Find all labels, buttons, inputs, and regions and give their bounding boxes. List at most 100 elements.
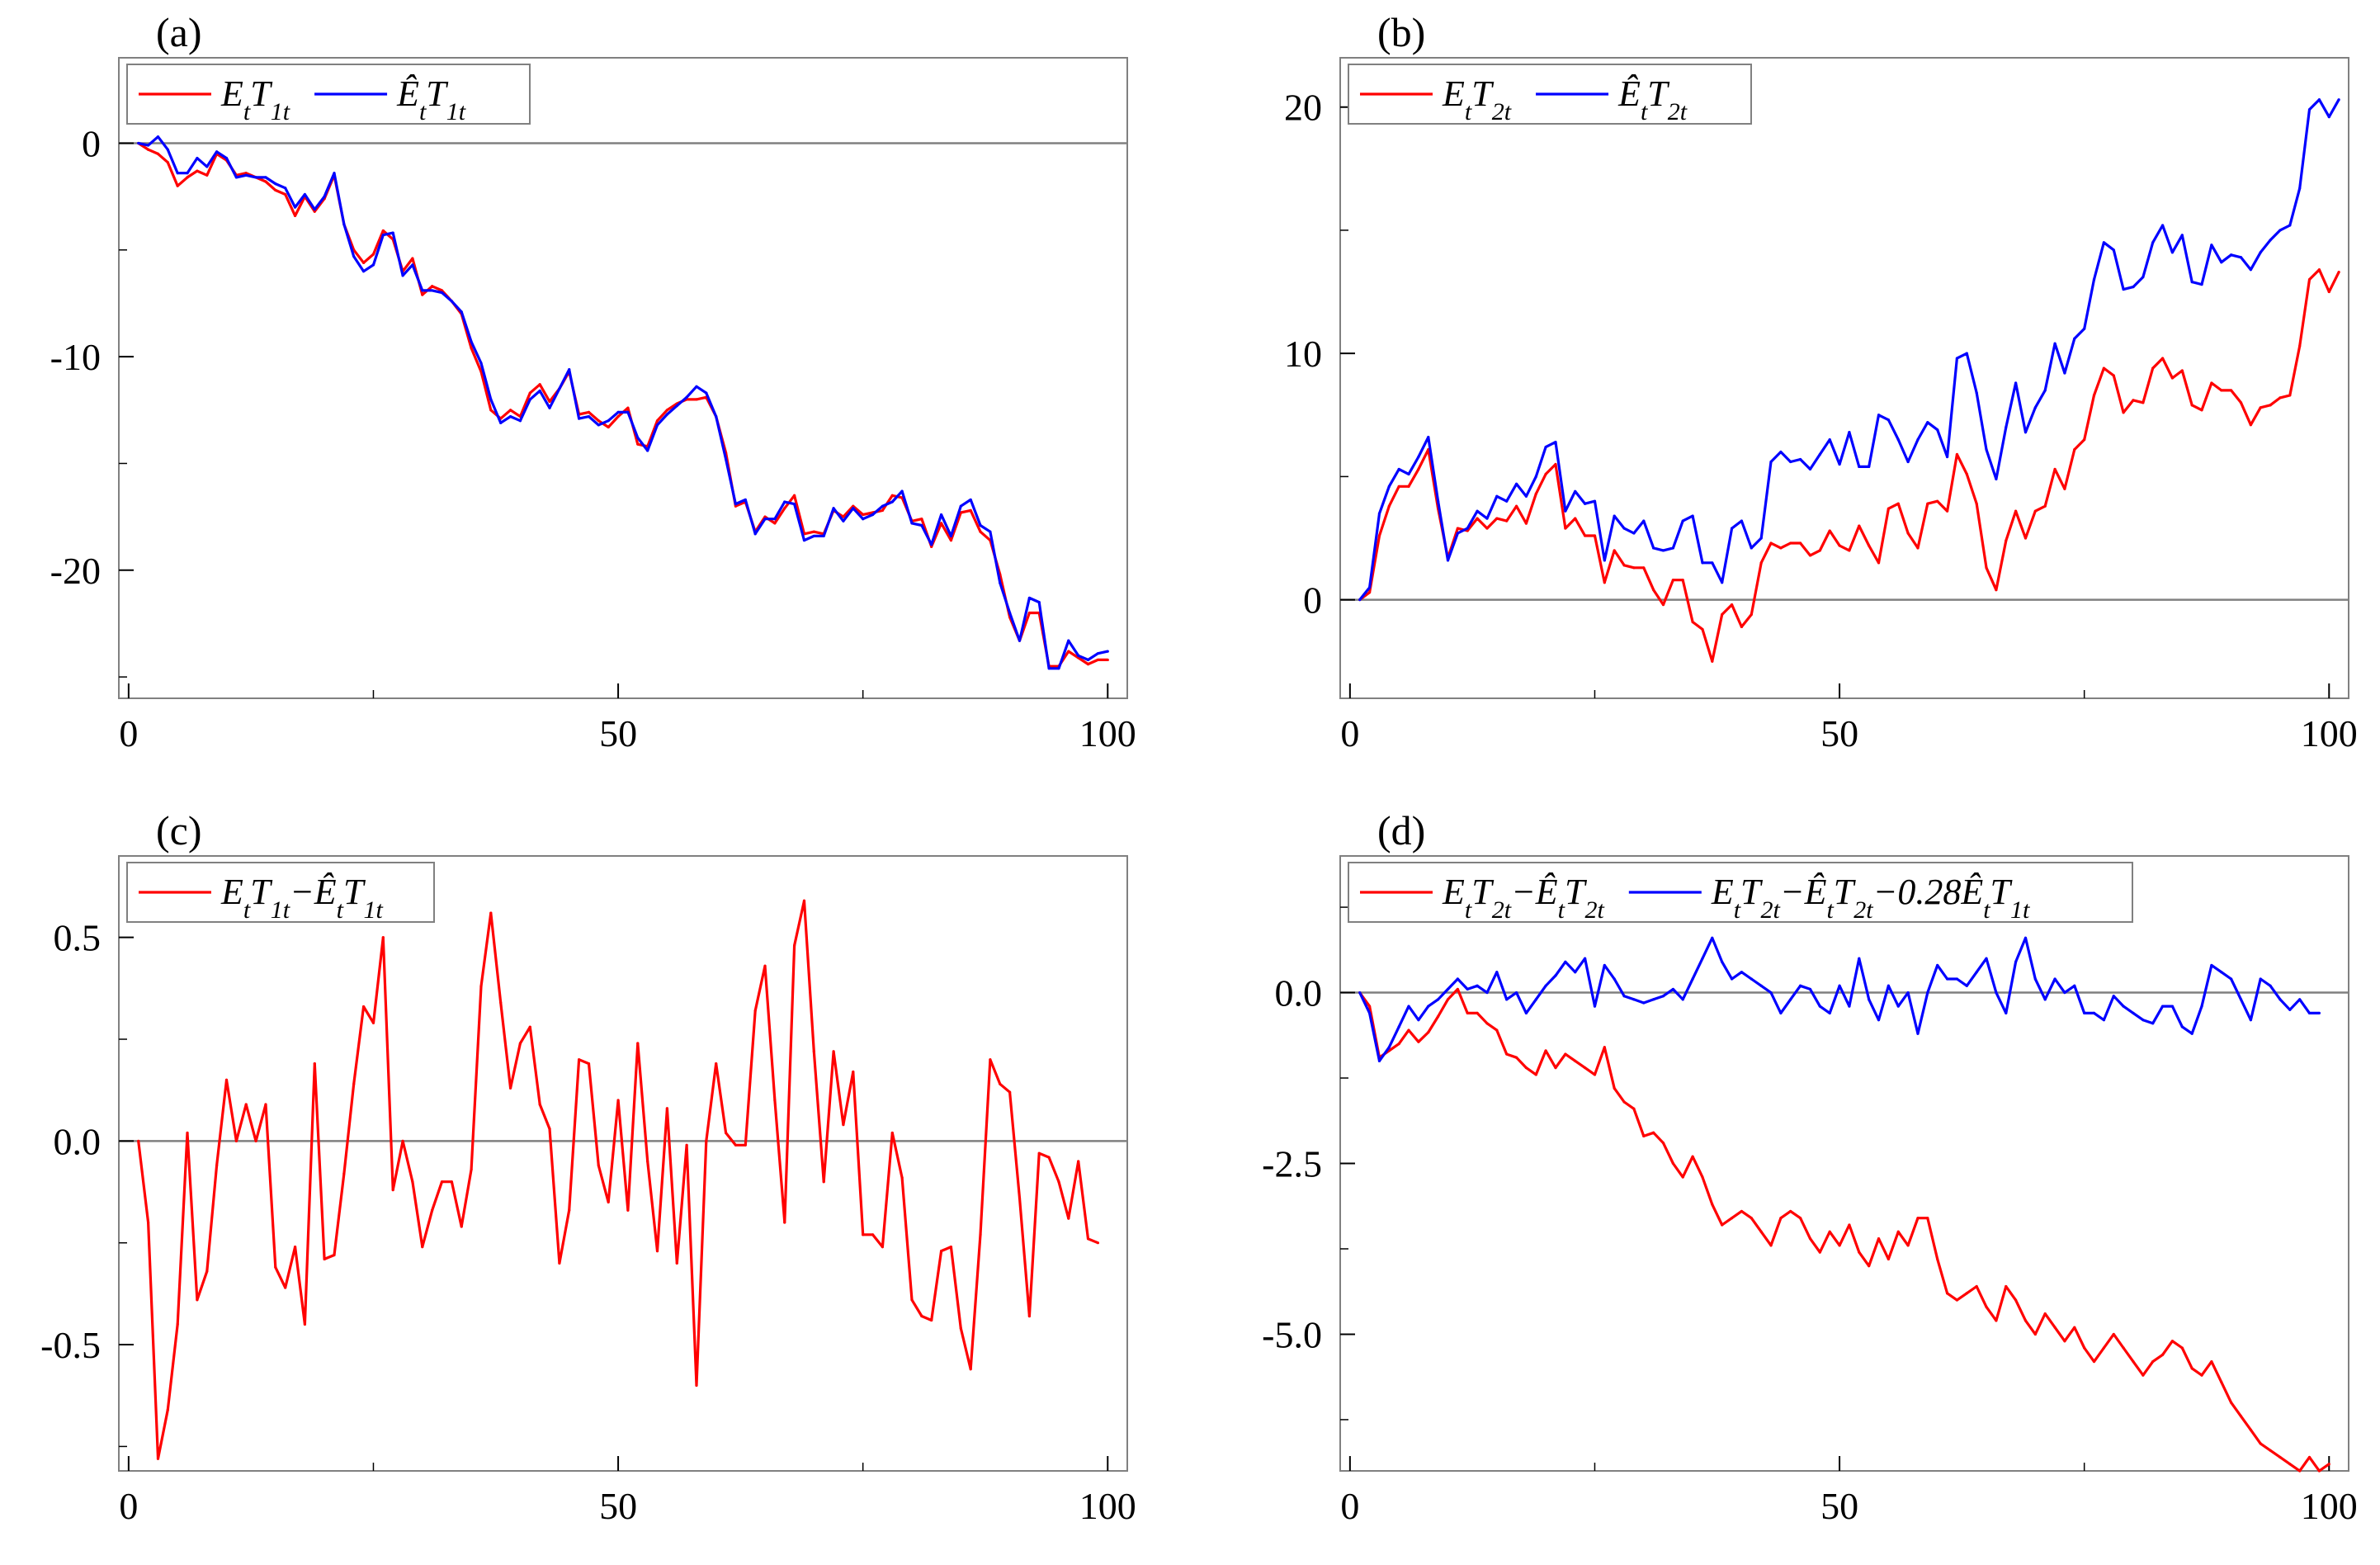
- data-point: [890, 1131, 894, 1135]
- data-point: [1524, 1066, 1528, 1070]
- data-point: [1965, 352, 1968, 355]
- data-point: [2053, 342, 2057, 345]
- data-point: [1495, 971, 1499, 974]
- data-point: [254, 1139, 257, 1142]
- data-point: [1377, 1059, 1381, 1062]
- data-point: [313, 1062, 316, 1066]
- series-points-blue: [137, 135, 1109, 670]
- data-point: [1828, 1011, 1831, 1014]
- series-line-red: [137, 142, 1108, 668]
- data-point: [646, 1160, 649, 1163]
- data-point: [2043, 1312, 2047, 1316]
- data-point: [244, 172, 248, 175]
- data-point: [2230, 977, 2233, 981]
- data-point: [2170, 376, 2175, 380]
- data-point: [1377, 534, 1381, 537]
- data-point: [793, 494, 796, 497]
- data-point: [2249, 1019, 2252, 1022]
- data-point: [705, 391, 708, 395]
- data-point: [1622, 564, 1626, 567]
- data-point: [1358, 991, 1362, 995]
- data-point: [2259, 1442, 2262, 1445]
- data-point: [1965, 984, 1968, 987]
- data-point: [989, 1058, 992, 1061]
- data-point: [1524, 494, 1528, 498]
- data-point: [2220, 1380, 2223, 1383]
- data-point: [401, 274, 404, 277]
- data-point: [2112, 1332, 2115, 1336]
- data-point: [2122, 411, 2125, 414]
- data-point: [196, 156, 199, 160]
- legend-label: EtT1t: [220, 73, 290, 125]
- data-point: [1417, 467, 1420, 471]
- data-point: [1995, 477, 1998, 480]
- data-point: [1427, 1005, 1430, 1008]
- data-point: [440, 291, 444, 295]
- data-point: [1681, 579, 1684, 582]
- data-point: [2239, 256, 2243, 259]
- data-point: [1906, 1244, 1910, 1247]
- series-line-red: [1358, 268, 2340, 663]
- data-point: [1037, 1151, 1041, 1155]
- data-point: [1495, 1028, 1499, 1032]
- data-point: [450, 1180, 453, 1184]
- data-point: [1975, 502, 1978, 505]
- data-point: [1848, 431, 1851, 434]
- data-point: [783, 500, 786, 504]
- data-point: [234, 1139, 238, 1142]
- data-point: [2239, 998, 2243, 1001]
- data-point: [695, 385, 698, 388]
- plot-frame: [118, 57, 1128, 699]
- data-point: [2317, 1469, 2321, 1473]
- data-point: [2083, 1011, 2086, 1014]
- plot-frame: [1339, 57, 2349, 699]
- data-point: [2220, 971, 2223, 974]
- data-point: [646, 449, 649, 452]
- data-point: [224, 1078, 229, 1081]
- data-point: [215, 150, 219, 154]
- data-point: [1534, 475, 1537, 478]
- data-point: [1367, 586, 1372, 589]
- data-point: [920, 518, 923, 521]
- data-point: [2160, 1353, 2165, 1356]
- data-point: [1642, 1134, 1646, 1137]
- data-point: [802, 538, 806, 542]
- data-point: [146, 1221, 150, 1224]
- data-point: [2288, 1008, 2292, 1011]
- data-point: [959, 1326, 962, 1330]
- data-point: [1868, 465, 1871, 469]
- y-tick-label: 0.0: [1275, 972, 1323, 1014]
- data-point: [939, 513, 943, 517]
- data-point: [2083, 438, 2086, 442]
- data-point: [489, 409, 493, 412]
- data-point: [293, 1246, 297, 1249]
- data-point: [2053, 1326, 2057, 1329]
- data-point: [333, 172, 336, 175]
- data-point: [274, 188, 277, 191]
- data-point: [1858, 957, 1861, 960]
- data-point: [156, 152, 160, 155]
- data-point: [1485, 527, 1489, 530]
- data-point: [2210, 381, 2213, 385]
- data-point: [2160, 1005, 2165, 1008]
- x-tick-label: 0: [119, 712, 138, 754]
- data-point: [2102, 1346, 2105, 1350]
- data-point: [1652, 546, 1655, 550]
- data-point: [890, 494, 894, 497]
- data-point: [1632, 998, 1636, 1001]
- data-point: [1544, 472, 1547, 476]
- data-point: [1622, 1100, 1626, 1104]
- data-point: [812, 534, 815, 538]
- data-point: [2112, 995, 2115, 998]
- data-point: [1593, 499, 1597, 503]
- data-point: [1868, 544, 1871, 547]
- data-point: [2210, 1359, 2213, 1364]
- data-point: [2210, 963, 2213, 967]
- legend: EtT1t ÊtT1t: [126, 64, 531, 125]
- legend-label: ÊtT1t: [396, 73, 466, 125]
- data-point: [274, 182, 277, 186]
- data-point: [2170, 1005, 2175, 1008]
- data-point: [205, 1269, 209, 1273]
- data-point: [264, 176, 267, 179]
- data-point: [1086, 663, 1090, 666]
